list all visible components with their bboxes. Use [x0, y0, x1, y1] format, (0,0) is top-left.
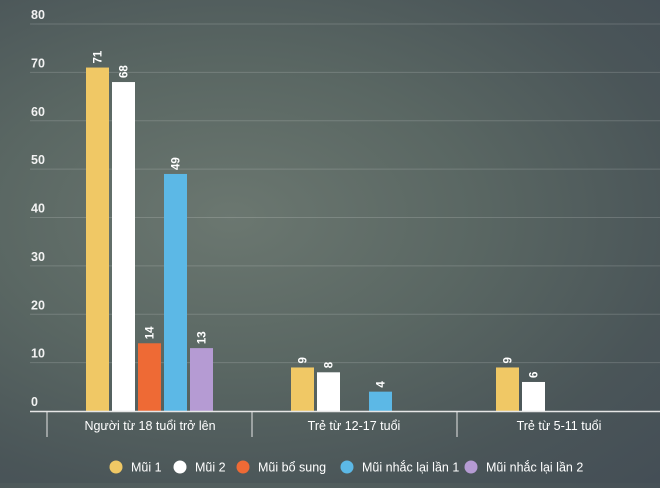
x-tick-label: Trẻ từ 12-17 tuổi: [308, 419, 401, 433]
y-tick-label: 30: [31, 250, 45, 264]
bar: [317, 372, 340, 411]
legend-marker: [340, 460, 354, 474]
bar: [190, 348, 213, 411]
x-tick-label: Trẻ từ 5-11 tuổi: [517, 419, 602, 433]
legend: Mũi 1 Mũi 2 Mũi bổ sung Mũi nhắc lại lần 1 M…: [109, 460, 583, 475]
y-tick-label: 80: [31, 8, 45, 22]
bar: [496, 367, 519, 411]
data-label: 8: [324, 361, 336, 368]
x-tick-label: Người từ 18 tuổi trở lên: [84, 419, 215, 433]
legend-label: Mũi nhắc lại lần 2: [486, 460, 583, 475]
y-tick-label: 70: [31, 56, 45, 70]
data-label: 49: [171, 157, 183, 170]
data-label: 68: [119, 65, 131, 78]
legend-label: Mũi 2: [195, 461, 226, 475]
bar: [138, 343, 161, 411]
legend-label: Mũi nhắc lại lần 1: [362, 460, 459, 475]
legend-marker: [109, 460, 123, 474]
y-tick-label: 60: [31, 105, 45, 119]
legend-marker: [236, 460, 250, 474]
legend-marker: [173, 460, 187, 474]
y-axis-ticks: 0 10 20 30 40 50 60 70 80: [31, 8, 45, 409]
y-tick-label: 40: [31, 202, 45, 216]
bar: [86, 67, 109, 411]
y-tick-label: 50: [31, 153, 45, 167]
data-label: 13: [197, 331, 209, 344]
bars: [86, 67, 545, 412]
bar: [522, 381, 545, 411]
bar: [369, 391, 392, 411]
y-tick-label: 0: [31, 395, 38, 409]
data-label: 9: [298, 357, 310, 363]
data-label: 9: [503, 357, 515, 363]
x-axis: Người từ 18 tuổi trở lên Trẻ từ 12-17 tuổ…: [30, 410, 660, 437]
legend-label: Mũi bổ sung: [258, 461, 326, 475]
bar: [164, 173, 187, 411]
legend-marker: [464, 460, 478, 474]
bar: [112, 82, 135, 412]
data-label: 14: [145, 326, 157, 339]
data-label: 6: [529, 372, 541, 378]
legend-label: Mũi 1: [131, 461, 162, 475]
data-label: 4: [376, 381, 388, 388]
y-tick-label: 20: [31, 298, 45, 312]
bar: [291, 367, 314, 411]
data-label: 71: [93, 50, 105, 63]
y-tick-label: 10: [31, 347, 45, 361]
